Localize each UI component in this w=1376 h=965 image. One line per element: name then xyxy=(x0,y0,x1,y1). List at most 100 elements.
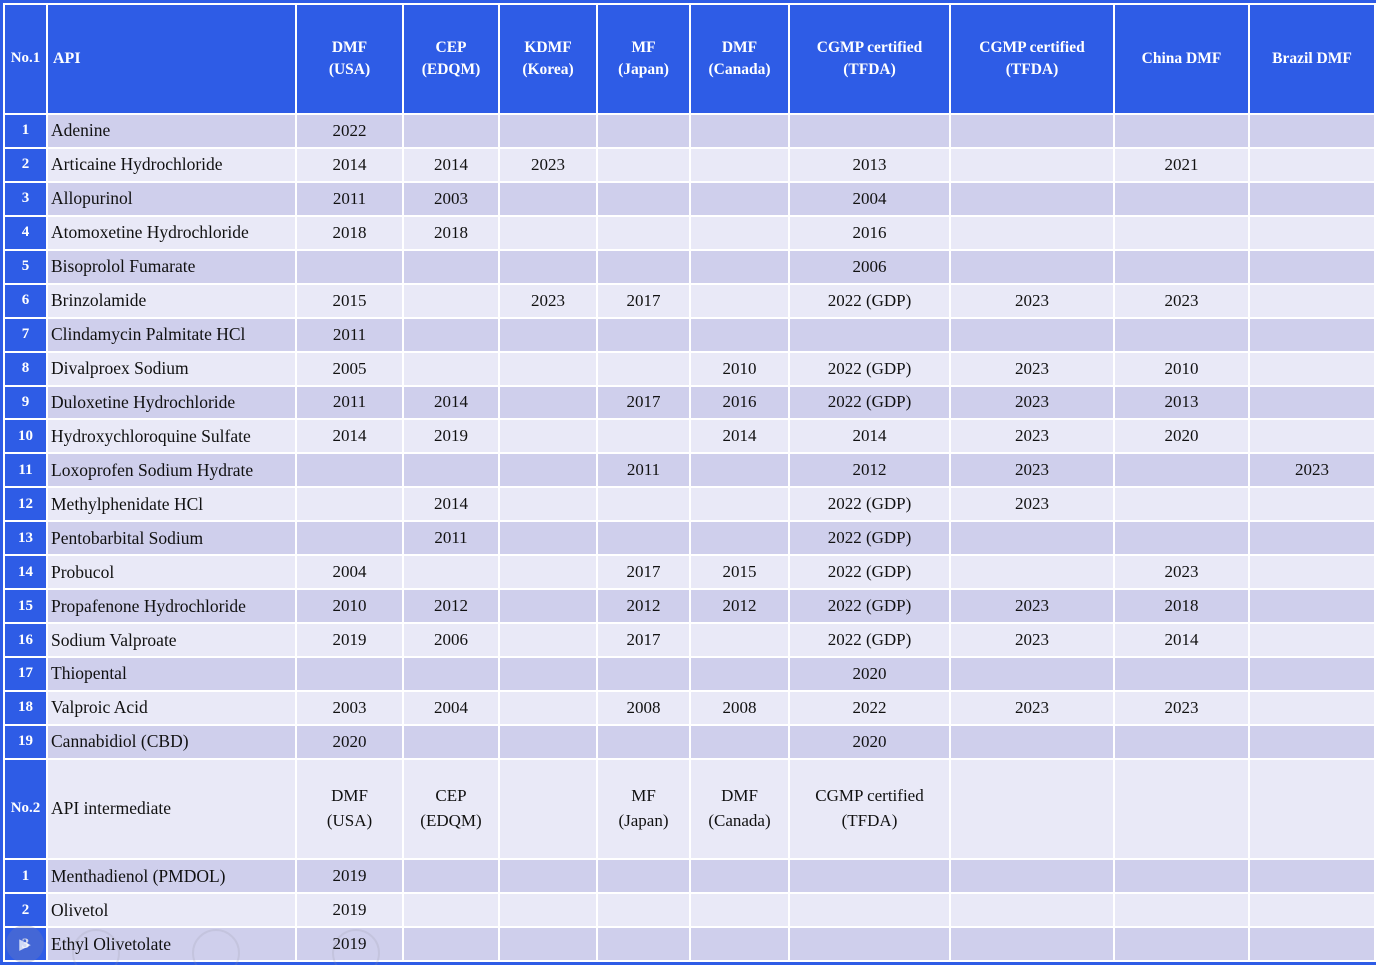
year-cell xyxy=(402,656,500,692)
year-cell xyxy=(402,858,500,895)
year-cell xyxy=(689,113,790,149)
year-cell xyxy=(402,350,500,387)
year-cell xyxy=(596,248,691,285)
row-number-cell: 17 xyxy=(3,656,48,692)
header-brazil-dmf: Brazil DMF xyxy=(1248,3,1376,115)
year-cell: 2020 xyxy=(295,723,404,760)
year-cell xyxy=(295,486,404,523)
api-name-cell: Hydroxychloroquine Sulfate xyxy=(46,418,297,455)
year-cell xyxy=(596,214,691,251)
table-row: 14 Probucol 2004 2017 2015 2022 (GDP) 2023 xyxy=(3,554,1376,591)
year-cell xyxy=(1113,248,1250,285)
year-cell xyxy=(1248,486,1376,523)
row-number-cell: 6 xyxy=(3,282,48,319)
year-cell: 2006 xyxy=(402,622,500,658)
year-cell xyxy=(689,282,790,319)
section2-title: API intermediate xyxy=(46,757,297,861)
table-row: 19 Cannabidiol (CBD) 2020 2020 xyxy=(3,723,1376,760)
year-cell xyxy=(295,656,404,692)
section2-body: 1 Menthadienol (PMDOL) 2019 2 Olivetol 2019 3 E… xyxy=(3,858,1376,962)
table-row: 16 Sodium Valproate 2019 2006 2017 2022 (GDP)… xyxy=(3,622,1376,658)
year-cell xyxy=(1248,588,1376,625)
api-name-cell: Adenine xyxy=(46,113,297,149)
header-cep-edqm: CEP (EDQM) xyxy=(402,3,500,115)
year-cell: 2022 (GDP) xyxy=(788,384,951,421)
api-name-cell: Probucol xyxy=(46,554,297,591)
table-row: 11 Loxoprofen Sodium Hydrate 2011 2012 2023 2… xyxy=(3,452,1376,489)
year-cell xyxy=(689,180,790,217)
year-cell xyxy=(596,418,691,455)
year-cell xyxy=(689,723,790,760)
year-cell xyxy=(498,656,598,692)
year-cell: 2022 (GDP) xyxy=(788,554,951,591)
table-row: 3 Allopurinol 2011 2003 2004 xyxy=(3,180,1376,217)
row-number-cell: 3 xyxy=(3,180,48,217)
year-cell xyxy=(949,316,1115,353)
table-header: No.1 API DMF (USA) CEP (EDQM) KDMF (Kore… xyxy=(3,3,1376,115)
year-cell xyxy=(1248,384,1376,421)
year-cell xyxy=(788,892,951,929)
year-cell: 2012 xyxy=(596,588,691,625)
header-no1: No.1 xyxy=(3,3,48,115)
year-cell xyxy=(596,892,691,929)
year-cell: 2014 xyxy=(402,146,500,183)
api-filing-table: No.1 API DMF (USA) CEP (EDQM) KDMF (Kore… xyxy=(3,3,1376,962)
s2-header-blank-2 xyxy=(949,757,1115,861)
year-cell xyxy=(689,214,790,251)
year-cell: 2021 xyxy=(1113,146,1250,183)
year-cell xyxy=(402,316,500,353)
table-row: 3 Ethyl Olivetolate 2019 xyxy=(3,926,1376,962)
year-cell xyxy=(949,926,1115,962)
year-cell: 2022 (GDP) xyxy=(788,350,951,387)
api-name-cell: Sodium Valproate xyxy=(46,622,297,658)
year-cell: 2014 xyxy=(295,146,404,183)
year-cell: 2004 xyxy=(295,554,404,591)
year-cell xyxy=(1113,926,1250,962)
table-row: 9 Duloxetine Hydrochloride 2011 2014 2017 201… xyxy=(3,384,1376,421)
header-kdmf-korea: KDMF (Korea) xyxy=(498,3,598,115)
year-cell xyxy=(689,146,790,183)
year-cell xyxy=(596,350,691,387)
header-cgmp-tfda-1: CGMP certified (TFDA) xyxy=(788,3,951,115)
header-dmf-canada: DMF (Canada) xyxy=(689,3,790,115)
year-cell xyxy=(498,316,598,353)
s2-header-cgmp-tfda: CGMP certified (TFDA) xyxy=(788,757,951,861)
year-cell xyxy=(596,180,691,217)
year-cell xyxy=(295,452,404,489)
year-cell xyxy=(402,282,500,319)
year-cell: 2023 xyxy=(1248,452,1376,489)
api-name-cell: Propafenone Hydrochloride xyxy=(46,588,297,625)
table-row: 2 Olivetol 2019 xyxy=(3,892,1376,929)
row-number-cell: 12 xyxy=(3,486,48,523)
year-cell xyxy=(689,486,790,523)
year-cell xyxy=(596,113,691,149)
year-cell: 2011 xyxy=(402,520,500,557)
s2-header-dmf-usa: DMF (USA) xyxy=(295,757,404,861)
year-cell: 2020 xyxy=(788,723,951,760)
year-cell: 2022 xyxy=(788,689,951,726)
year-cell xyxy=(402,113,500,149)
year-cell: 2014 xyxy=(788,418,951,455)
year-cell: 2008 xyxy=(689,689,790,726)
row-number-cell: 1 xyxy=(3,113,48,149)
year-cell: 2011 xyxy=(295,180,404,217)
table-row: 4 Atomoxetine Hydrochloride 2018 2018 2016 xyxy=(3,214,1376,251)
year-cell xyxy=(1248,316,1376,353)
row-number-cell: 19 xyxy=(3,723,48,760)
table-row: 12 Methylphenidate HCl 2014 2022 (GDP) 2023 xyxy=(3,486,1376,523)
year-cell: 2013 xyxy=(1113,384,1250,421)
year-cell: 2023 xyxy=(498,146,598,183)
year-cell xyxy=(788,926,951,962)
year-cell: 2010 xyxy=(689,350,790,387)
year-cell: 2014 xyxy=(402,384,500,421)
table-row: 15 Propafenone Hydrochloride 2010 2012 2012 2… xyxy=(3,588,1376,625)
year-cell: 2020 xyxy=(1113,418,1250,455)
s2-header-cep-edqm: CEP (EDQM) xyxy=(402,757,500,861)
year-cell xyxy=(949,180,1115,217)
year-cell: 2023 xyxy=(949,282,1115,319)
api-name-cell: Clindamycin Palmitate HCl xyxy=(46,316,297,353)
year-cell xyxy=(1248,180,1376,217)
year-cell xyxy=(402,452,500,489)
